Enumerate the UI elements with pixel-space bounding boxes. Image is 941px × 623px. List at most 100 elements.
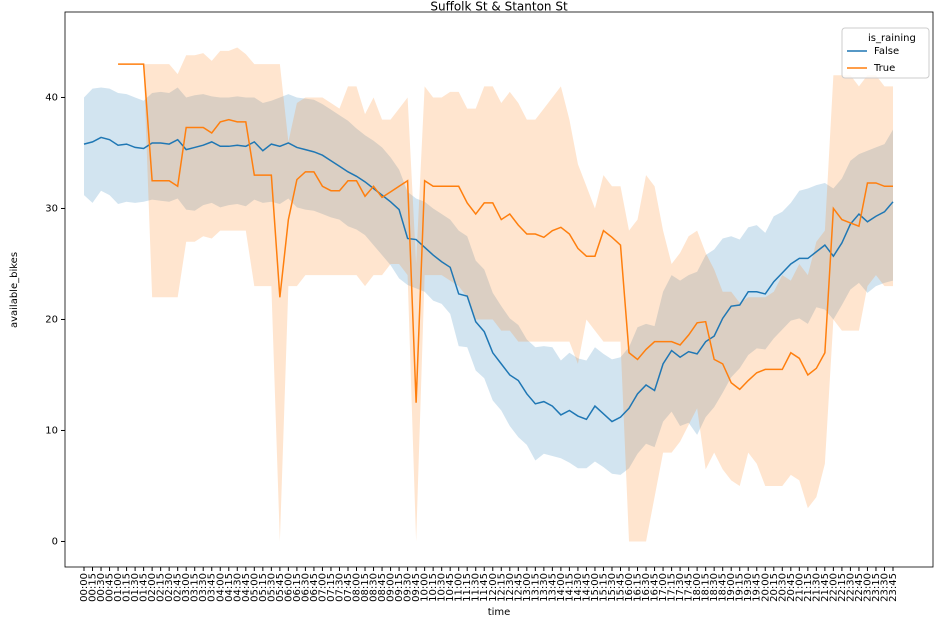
confidence-band xyxy=(84,87,893,475)
x-tick-label: 01:15 xyxy=(122,573,133,602)
chart-title: Suffolk St & Stanton St xyxy=(430,0,568,14)
x-tick-label: 08:00 xyxy=(352,573,363,602)
x-tick-label: 11:00 xyxy=(454,573,465,602)
x-tick-label: 19:00 xyxy=(726,573,737,602)
x-tick-label: 18:00 xyxy=(692,573,703,602)
x-tick-label: 23:45 xyxy=(888,573,899,602)
x-tick-label: 15:45 xyxy=(615,573,626,602)
x-tick-label: 17:30 xyxy=(675,573,686,602)
x-tick-label: 02:00 xyxy=(147,573,158,602)
x-tick-label: 00:45 xyxy=(105,573,116,602)
legend-label: True xyxy=(873,63,895,74)
x-tick-label: 05:45 xyxy=(275,573,286,602)
confidence-band xyxy=(118,47,893,542)
x-tick-label: 07:30 xyxy=(334,573,345,602)
x-tick-label: 06:45 xyxy=(309,573,320,602)
x-tick-label: 04:45 xyxy=(241,573,252,602)
x-tick-label: 12:15 xyxy=(496,573,507,602)
x-tick-label: 22:15 xyxy=(837,573,848,602)
x-tick-label: 05:15 xyxy=(258,573,269,602)
x-tick-label: 22:30 xyxy=(845,573,856,602)
legend-title: is_raining xyxy=(868,33,916,44)
x-tick-label: 12:45 xyxy=(513,573,524,602)
x-tick-label: 03:15 xyxy=(190,573,201,602)
x-tick-label: 18:45 xyxy=(718,573,729,602)
x-tick-label: 01:30 xyxy=(130,573,141,602)
x-tick-label: 16:15 xyxy=(633,573,644,602)
x-tick-label: 08:45 xyxy=(377,573,388,602)
x-tick-label: 09:00 xyxy=(386,573,397,602)
x-tick-label: 05:00 xyxy=(249,573,260,602)
x-tick-label: 21:30 xyxy=(811,573,822,602)
x-tick-label: 10:45 xyxy=(445,573,456,602)
x-tick-label: 13:45 xyxy=(547,573,558,602)
legend-label: False xyxy=(874,46,899,57)
x-tick-label: 03:45 xyxy=(207,573,218,602)
x-tick-label: 14:00 xyxy=(556,573,567,602)
x-tick-label: 03:30 xyxy=(198,573,209,602)
x-tick-label: 21:45 xyxy=(820,573,831,602)
legend-box xyxy=(841,27,930,79)
x-tick-label: 22:00 xyxy=(828,573,839,602)
x-tick-label: 20:45 xyxy=(786,573,797,602)
x-tick-label: 20:30 xyxy=(777,573,788,602)
x-axis-label: time xyxy=(488,607,511,618)
plot-frame xyxy=(64,11,934,568)
x-tick-label: 07:00 xyxy=(317,573,328,602)
x-tick-label: 17:00 xyxy=(658,573,669,602)
x-tick-label: 23:00 xyxy=(862,573,873,602)
x-tick-label: 14:15 xyxy=(564,573,575,602)
x-tick-label: 11:45 xyxy=(479,573,490,602)
x-tick-label: 22:45 xyxy=(854,573,865,602)
x-tick-label: 13:15 xyxy=(530,573,541,602)
x-tick-label: 21:00 xyxy=(794,573,805,602)
x-tick-label: 12:00 xyxy=(488,573,499,602)
y-tick-label: 30 xyxy=(45,203,58,214)
x-tick-label: 11:15 xyxy=(462,573,473,602)
x-tick-label: 04:15 xyxy=(224,573,235,602)
x-tick-label: 07:45 xyxy=(343,573,354,602)
x-tick-label: 00:15 xyxy=(88,573,99,602)
y-axis-label: available_bikes xyxy=(9,252,20,328)
x-tick-label: 06:30 xyxy=(300,573,311,602)
y-tick-label: 20 xyxy=(45,314,58,325)
series-line xyxy=(118,63,893,403)
x-tick-label: 06:00 xyxy=(283,573,294,602)
x-tick-label: 16:00 xyxy=(624,573,635,602)
x-tick-label: 19:45 xyxy=(752,573,763,602)
x-tick-label: 08:15 xyxy=(360,573,371,602)
x-tick-label: 13:00 xyxy=(522,573,533,602)
x-tick-label: 09:45 xyxy=(411,573,422,602)
x-tick-label: 00:30 xyxy=(96,573,107,602)
y-tick-label: 40 xyxy=(45,92,58,103)
x-tick-label: 06:15 xyxy=(292,573,303,602)
x-tick-label: 07:15 xyxy=(326,573,337,602)
x-tick-label: 15:00 xyxy=(590,573,601,602)
x-tick-label: 13:30 xyxy=(539,573,550,602)
x-tick-label: 20:15 xyxy=(769,573,780,602)
x-tick-label: 00:00 xyxy=(79,573,90,602)
y-tick-label: 10 xyxy=(45,425,58,436)
x-tick-label: 02:15 xyxy=(156,573,167,602)
x-tick-label: 19:30 xyxy=(743,573,754,602)
x-tick-label: 10:30 xyxy=(437,573,448,602)
x-tick-label: 05:30 xyxy=(266,573,277,602)
x-tick-label: 17:45 xyxy=(684,573,695,602)
x-tick-label: 14:30 xyxy=(573,573,584,602)
x-tick-label: 20:00 xyxy=(760,573,771,602)
x-tick-label: 01:00 xyxy=(113,573,124,602)
x-tick-label: 16:30 xyxy=(641,573,652,602)
x-tick-label: 04:30 xyxy=(232,573,243,602)
x-tick-label: 15:30 xyxy=(607,573,618,602)
x-tick-label: 09:30 xyxy=(403,573,414,602)
x-tick-label: 18:15 xyxy=(701,573,712,602)
x-tick-label: 02:30 xyxy=(164,573,175,602)
x-tick-label: 04:00 xyxy=(215,573,226,602)
y-tick-label: 0 xyxy=(52,536,58,547)
x-tick-label: 17:15 xyxy=(667,573,678,602)
x-tick-label: 08:30 xyxy=(369,573,380,602)
x-tick-label: 10:00 xyxy=(420,573,431,602)
x-tick-label: 02:45 xyxy=(173,573,184,602)
x-tick-label: 23:15 xyxy=(871,573,882,602)
